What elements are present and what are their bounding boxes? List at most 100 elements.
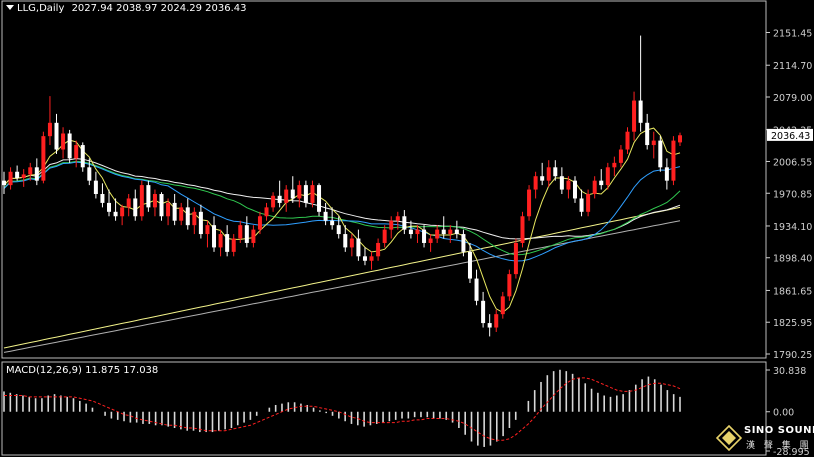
candle (290, 176, 295, 203)
candle (632, 91, 637, 141)
candle-body (356, 238, 361, 257)
candle-body (402, 216, 407, 230)
chart-frame (1, 0, 767, 456)
candle (349, 234, 354, 257)
candle-body (461, 234, 466, 252)
candle (422, 225, 427, 248)
candle (612, 156, 617, 177)
candle (107, 189, 112, 217)
ma-fast-yellow-line (3, 127, 681, 314)
candle-body (494, 314, 499, 328)
candle-body (520, 216, 525, 243)
candle-body (192, 211, 197, 226)
candle (93, 171, 98, 199)
main-pane-border (1, 0, 767, 359)
candle (8, 167, 13, 190)
last-price-tag (767, 128, 813, 141)
candle (146, 180, 151, 212)
brand-logo: SINO SOUND 漢 聲 集 團 (716, 423, 814, 455)
macd-axis: 30.838 0.00 -28.995 (766, 366, 810, 457)
candle (546, 160, 551, 187)
candle (218, 229, 223, 257)
macd-tick-label: 30.838 (773, 366, 806, 377)
candle-body (428, 238, 433, 243)
dropdown-triangle-icon[interactable] (6, 5, 14, 10)
candle-body (592, 180, 597, 195)
candle (15, 165, 20, 181)
candle (159, 192, 164, 221)
candle (198, 204, 203, 239)
candle-body (2, 180, 6, 186)
candle-body (231, 238, 236, 252)
candle (244, 216, 249, 248)
candle-body (599, 180, 604, 186)
candle (343, 225, 348, 252)
candle (277, 180, 282, 208)
candle-body (664, 167, 669, 181)
candle-body (678, 135, 682, 143)
candle (376, 238, 381, 261)
candle-body (625, 131, 630, 150)
candle-body (474, 278, 479, 301)
candle (362, 247, 367, 266)
moving-average-layer (3, 127, 681, 353)
ma-long-yellow-line (3, 206, 681, 349)
candle (467, 242, 472, 284)
candle-body (47, 122, 52, 137)
price-tick-label: 1790.25 (773, 350, 812, 361)
candle-body (198, 211, 203, 235)
candle-body (658, 140, 663, 168)
candle (231, 234, 236, 257)
candle (264, 202, 269, 221)
price-tick-label: 1898.40 (773, 254, 812, 265)
candle (415, 225, 420, 243)
candle (592, 176, 597, 199)
last-price-label: 2036.43 (771, 131, 810, 142)
candle-body (638, 100, 643, 123)
candle-body (146, 185, 151, 208)
price-tick-label: 2114.70 (773, 61, 812, 72)
candle-body (257, 216, 262, 230)
price-tick-label: 1970.85 (773, 189, 812, 200)
candle-body (225, 234, 230, 252)
candle (513, 238, 518, 279)
candle-body (487, 323, 492, 328)
candle (494, 309, 499, 332)
candle-body (303, 185, 308, 203)
candle-body (133, 198, 138, 217)
candle (41, 131, 46, 184)
candle-body (277, 195, 282, 203)
candle-body (100, 194, 105, 203)
candle (2, 171, 6, 195)
candle (152, 189, 157, 217)
candle (651, 131, 656, 159)
price-tick-label: 2006.55 (773, 157, 812, 168)
candle-body (645, 122, 650, 146)
candle-body (107, 202, 112, 212)
candle-body (264, 207, 269, 217)
candle (402, 210, 407, 235)
candle-body (500, 296, 505, 315)
candle-body (507, 274, 512, 297)
candle-body (172, 202, 177, 221)
candle (586, 189, 591, 217)
candle-body (218, 234, 223, 248)
candle (395, 211, 400, 230)
candle (658, 136, 663, 172)
candle (192, 207, 197, 235)
candle (389, 216, 394, 239)
candle-body (80, 145, 85, 168)
candle-body (139, 185, 144, 217)
logo-brand-text: SINO SOUND (744, 425, 814, 436)
candle-body (54, 122, 59, 150)
candle (356, 229, 361, 261)
candle (500, 291, 505, 319)
candle (271, 192, 276, 212)
candle-body (349, 238, 354, 248)
candle (205, 220, 210, 248)
candle (47, 96, 52, 146)
candle-body (632, 100, 637, 132)
candle (323, 202, 328, 226)
candle-body (67, 133, 72, 159)
